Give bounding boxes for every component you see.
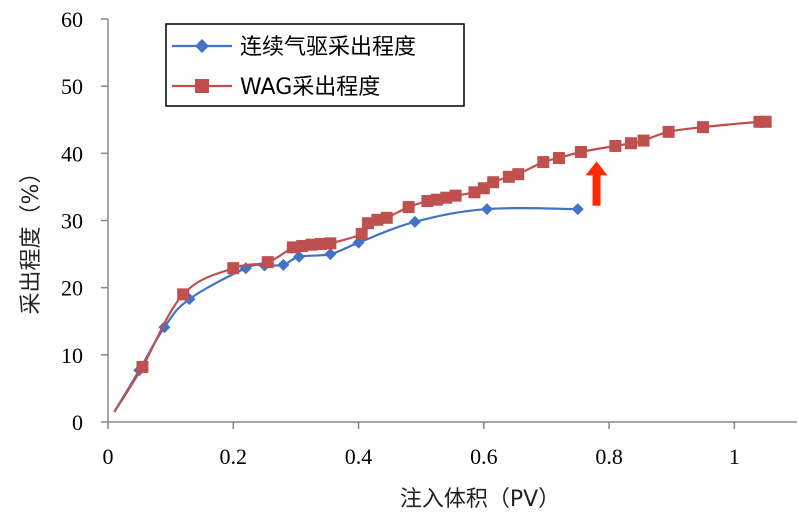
series-2-point <box>296 240 309 253</box>
series-2-line <box>113 120 768 413</box>
series-1-point <box>277 258 290 271</box>
series-2-point <box>227 262 240 275</box>
series-1 <box>113 203 584 413</box>
series-1-point <box>408 215 421 228</box>
series-2-point <box>371 213 384 226</box>
legend-marker-series-2 <box>195 79 209 93</box>
series-2-point <box>421 195 434 208</box>
series-2-point <box>261 256 274 269</box>
legend-label-series-1: 连续气驱采出程度 <box>240 35 416 60</box>
x-tick-label: 0.8 <box>595 444 623 469</box>
series-2-point <box>625 137 638 150</box>
annotation-arrow-head <box>585 161 608 176</box>
y-tick-label: 30 <box>61 209 83 234</box>
x-tick-label: 1 <box>729 444 740 469</box>
series-2-point <box>449 189 462 202</box>
series-2-point <box>380 211 393 224</box>
series-2-point <box>468 186 481 199</box>
series-2-point <box>662 125 675 138</box>
series-2-point <box>477 182 490 195</box>
series-2-point <box>502 170 515 183</box>
y-tick-label: 50 <box>61 74 83 99</box>
series-2-point <box>759 115 772 128</box>
series-2-point <box>609 139 622 152</box>
series-2-point <box>537 156 550 169</box>
legend-marker-series-1 <box>195 39 209 53</box>
y-axis-ticks: 0 10 20 30 40 50 60 <box>61 7 108 435</box>
x-tick-label: 0.4 <box>345 444 373 469</box>
series-2-point <box>440 191 453 204</box>
series-2-point <box>324 237 337 250</box>
series-1-point <box>571 203 584 216</box>
y-tick-label: 20 <box>61 276 83 301</box>
series-2-point <box>177 288 190 301</box>
series-2-point <box>697 121 710 134</box>
y-axis-title: 采出程度（%） <box>19 162 44 315</box>
series-2-point <box>512 168 525 181</box>
series-2-point <box>487 176 500 189</box>
legend: 连续气驱采出程度 WAG采出程度 <box>165 23 465 107</box>
legend-label-series-2: WAG采出程度 <box>240 75 380 100</box>
x-axis-title: 注入体积（PV） <box>400 487 560 512</box>
series-2-point <box>136 360 149 373</box>
annotation-layer <box>585 161 608 206</box>
annotation-arrow-shaft <box>592 173 601 206</box>
series-2 <box>113 115 772 413</box>
x-axis-ticks: 0 0.2 0.4 0.6 0.8 1 <box>103 422 740 469</box>
series-2-point <box>637 134 650 147</box>
y-tick-label: 10 <box>61 343 83 368</box>
x-tick-label: 0.6 <box>470 444 498 469</box>
series-2-point <box>355 227 368 240</box>
y-tick-label: 0 <box>72 410 83 435</box>
y-tick-label: 60 <box>61 7 83 32</box>
series-2-point <box>430 193 443 206</box>
y-tick-label: 40 <box>61 141 83 166</box>
series-1-point <box>480 203 493 216</box>
series-1-point <box>293 250 306 263</box>
series-layer <box>113 115 772 413</box>
series-2-point <box>361 217 374 230</box>
series-2-point <box>574 145 587 158</box>
series-2-point <box>286 241 299 254</box>
series-2-point <box>305 238 318 251</box>
series-2-point <box>402 201 415 214</box>
x-tick-label: 0.2 <box>220 444 248 469</box>
x-tick-label: 0 <box>103 444 114 469</box>
series-1-point <box>324 248 337 261</box>
legend-box <box>165 23 465 107</box>
series-2-point <box>552 152 565 165</box>
series-2-point <box>314 238 327 251</box>
